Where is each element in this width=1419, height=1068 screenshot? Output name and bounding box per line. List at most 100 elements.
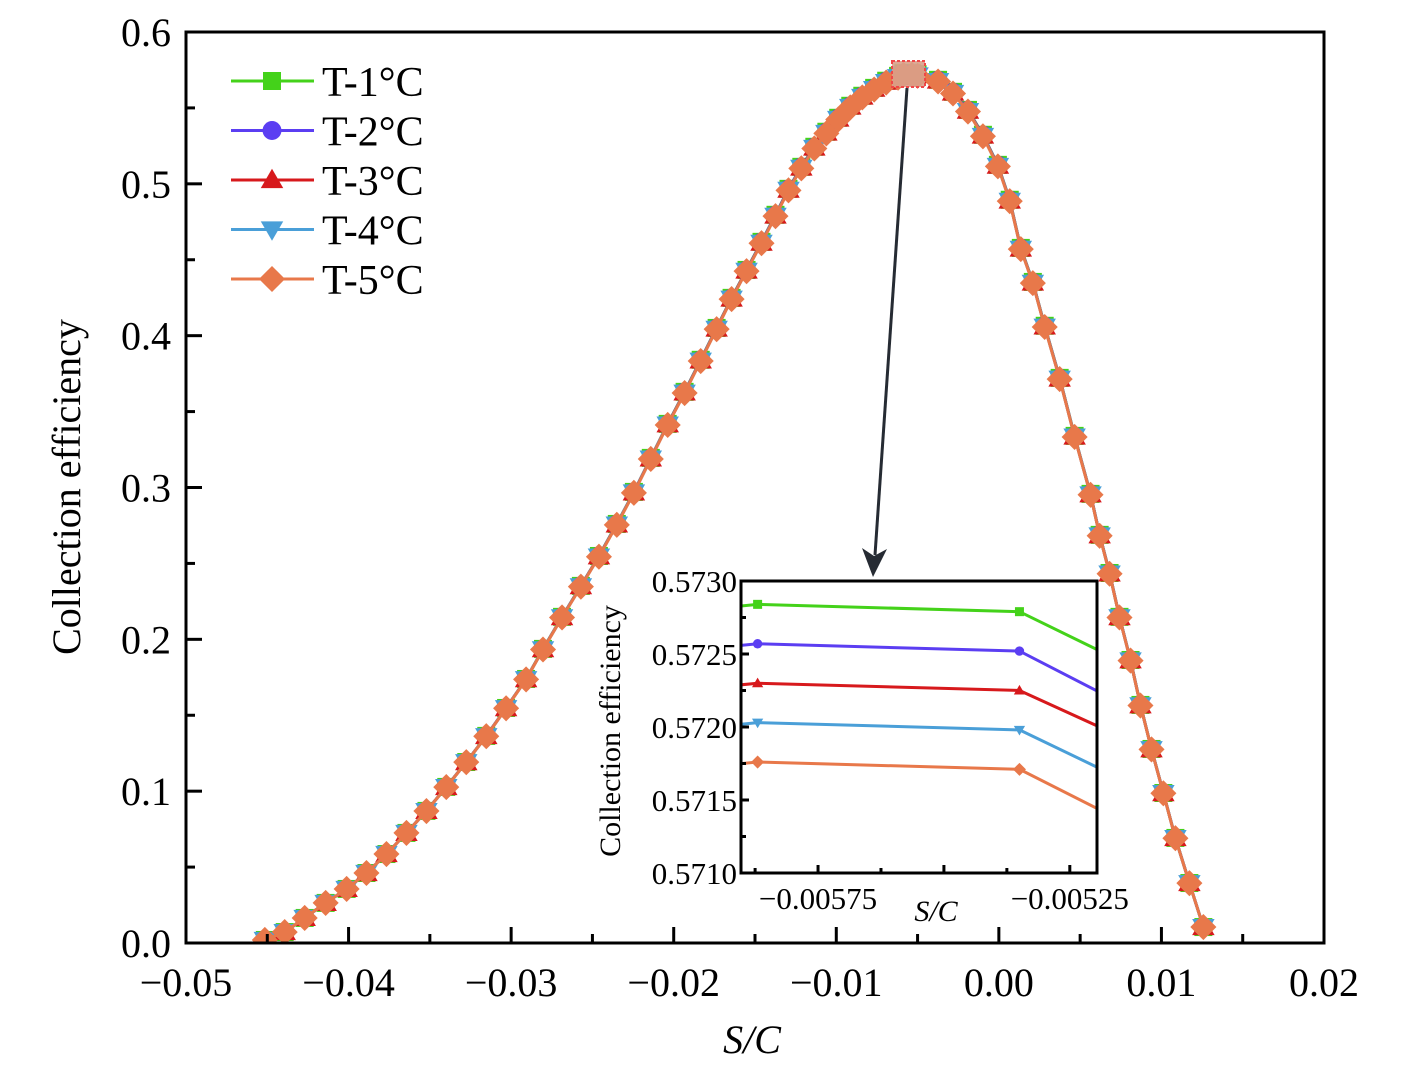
data-point	[567, 573, 594, 600]
data-point	[718, 286, 745, 313]
data-point	[775, 177, 802, 204]
x-tick-label: 0.01	[1126, 960, 1196, 1005]
x-tick-label: −0.03	[465, 960, 558, 1005]
legend-item: T-4°C	[231, 209, 424, 255]
data-point	[703, 316, 730, 343]
y-tick-label: 0.0	[121, 921, 171, 966]
data-point	[954, 98, 982, 125]
data-point	[620, 479, 647, 506]
legend-item: T-3°C	[231, 159, 424, 205]
data-point	[654, 411, 681, 438]
data-point	[788, 155, 815, 182]
data-point	[996, 188, 1023, 215]
data-point	[687, 347, 714, 375]
data-point	[353, 859, 380, 887]
data-point	[1031, 313, 1058, 341]
data-point	[1106, 604, 1133, 631]
legend-marker-icon	[260, 168, 284, 189]
inset-series-5	[741, 755, 1097, 811]
x-tick-label: −0.01	[790, 960, 883, 1005]
inset-data-point	[1014, 646, 1025, 656]
legend-marker-icon	[263, 72, 281, 90]
data-point	[733, 258, 760, 285]
inset-data-point	[1014, 607, 1024, 617]
inset-series-3	[741, 677, 1201, 775]
data-point	[1162, 825, 1189, 852]
data-point	[969, 123, 996, 150]
inset-data-point	[1190, 765, 1201, 775]
legend-marker-icon	[260, 221, 284, 241]
inset-y-tick-label: 0.5730	[652, 564, 737, 599]
data-point	[413, 798, 440, 825]
arrow-head-icon	[862, 548, 887, 577]
legend: T-1°CT-2°CT-3°CT-4°CT-5°C	[231, 60, 424, 304]
inset-x-tick-label: −0.00575	[759, 881, 877, 916]
inset-y-tick-label: 0.5715	[652, 783, 737, 818]
zoom-region-box	[891, 60, 926, 88]
legend-label: T-1°C	[322, 60, 424, 106]
data-point	[291, 904, 318, 931]
data-point	[453, 749, 480, 776]
inset-series	[741, 599, 1201, 821]
legend-marker-icon	[262, 121, 282, 140]
x-tick-label: −0.05	[140, 960, 233, 1005]
legend-marker-icon	[258, 265, 286, 293]
data-point	[801, 135, 828, 162]
inset-y-tick-label: 0.5720	[652, 710, 737, 745]
data-point	[603, 511, 630, 538]
series-line	[264, 73, 1205, 942]
legend-item: T-1°C	[231, 60, 424, 106]
legend-label: T-4°C	[322, 209, 424, 255]
data-point	[825, 106, 852, 133]
y-tick-label: 0.2	[121, 617, 171, 662]
legend-label: T-5°C	[322, 258, 424, 304]
data-point	[671, 380, 698, 407]
inset-y-axis-title: Collection efficiency	[594, 605, 627, 857]
y-tick-label: 0.1	[121, 769, 171, 814]
x-tick-label: −0.02	[627, 960, 720, 1005]
inset-data-point	[751, 677, 764, 688]
legend-item: T-2°C	[231, 110, 424, 156]
x-axis-title: S/C	[723, 1017, 782, 1062]
main-axes	[184, 30, 1326, 945]
inset-data-point	[1191, 737, 1200, 746]
inset-data-point	[1190, 811, 1201, 821]
inset-series-line	[741, 721, 1097, 769]
y-tick-label: 0.3	[121, 466, 171, 511]
data-point	[1096, 560, 1123, 587]
data-point	[1117, 647, 1144, 674]
data-point	[433, 774, 460, 801]
inset-axes: 0.5710 0.5715 0.5720 0.5725 0.5730 −0.00575 −0…	[652, 564, 1129, 916]
data-point	[548, 604, 576, 631]
data-point	[529, 636, 557, 663]
data-point	[1086, 522, 1113, 549]
data-point	[393, 819, 420, 846]
data-point	[762, 203, 789, 230]
data-point	[333, 875, 360, 902]
data-point	[1077, 481, 1104, 508]
data-point	[312, 889, 339, 916]
y-tick-label: 0.5	[121, 162, 171, 207]
x-tick-label: −0.04	[302, 960, 395, 1005]
data-point	[1019, 270, 1046, 297]
inset-x-tick-label: −0.00525	[1011, 881, 1129, 916]
data-point	[271, 919, 298, 943]
zoom-annotation	[862, 60, 926, 577]
data-point	[984, 153, 1011, 180]
inset-data-point	[751, 718, 764, 729]
inset-y-tick-label: 0.5710	[652, 856, 737, 891]
data-point	[473, 723, 500, 750]
data-point	[637, 445, 664, 473]
data-point	[251, 926, 278, 943]
inset-series-line	[741, 681, 1097, 728]
data-point	[1127, 692, 1154, 719]
data-point	[1046, 366, 1073, 393]
inset-chart: 0.5710 0.5715 0.5720 0.5725 0.5730 −0.00575 −0…	[594, 564, 1201, 928]
arrow-line	[873, 87, 909, 556]
data-point	[1150, 780, 1177, 807]
inset-series-line	[741, 760, 1097, 811]
data-point	[585, 543, 612, 570]
data-point	[1138, 736, 1165, 763]
inset-y-tick-label: 0.5725	[652, 637, 737, 672]
